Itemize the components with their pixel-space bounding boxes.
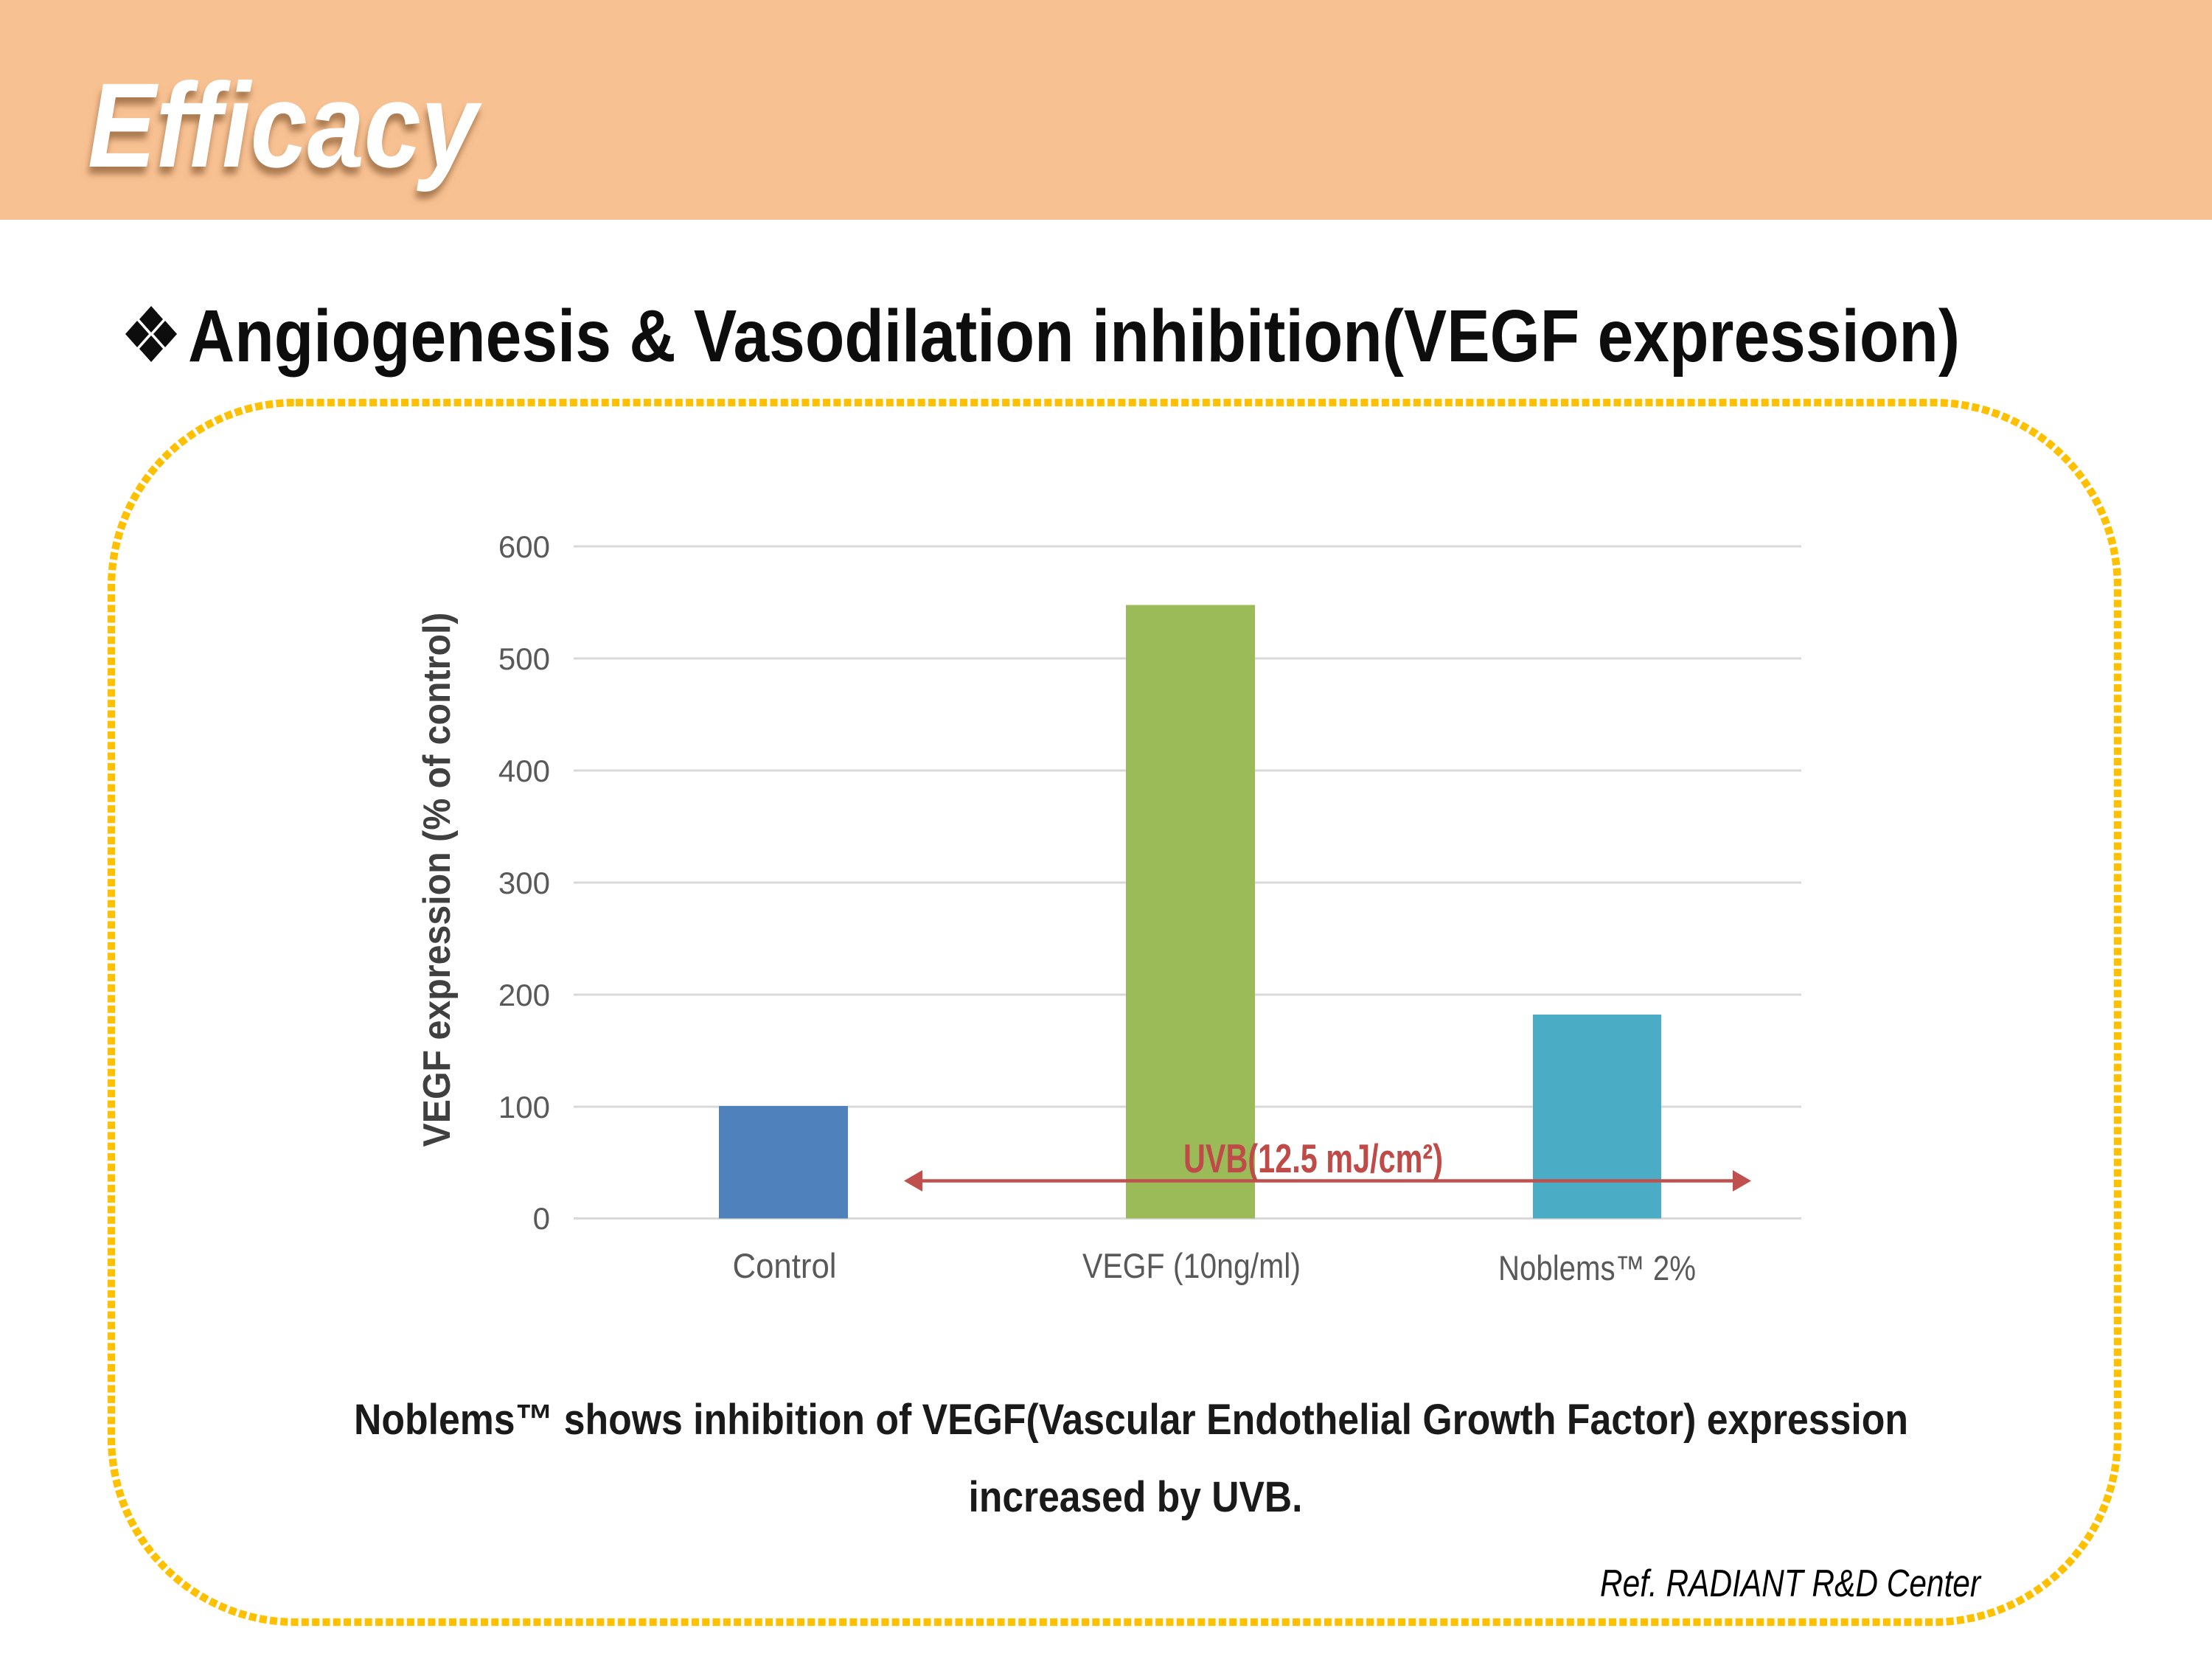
- svg-text:Efficacy: Efficacy: [88, 58, 482, 192]
- svg-text:200: 200: [498, 978, 550, 1012]
- svg-text:400: 400: [498, 754, 550, 788]
- svg-text:VEGF expression (% of control): VEGF expression (% of control): [416, 613, 459, 1147]
- svg-text:UVB(12.5 mJ/cm²): UVB(12.5 mJ/cm²): [1183, 1135, 1443, 1181]
- svg-text:100: 100: [498, 1090, 550, 1124]
- svg-text:Ref. RADIANT R&D Center: Ref. RADIANT R&D Center: [1600, 1562, 1982, 1605]
- svg-text:0: 0: [533, 1201, 550, 1236]
- svg-text:increased by UVB.: increased by UVB.: [969, 1473, 1303, 1521]
- svg-text:300: 300: [498, 866, 550, 900]
- svg-text:Angiogenesis & Vasodilation in: Angiogenesis & Vasodilation inhibition(V…: [188, 295, 1960, 378]
- svg-text:600: 600: [498, 529, 550, 564]
- svg-text:Control: Control: [733, 1246, 837, 1285]
- svg-text:Noblems™ shows inhibition of V: Noblems™ shows inhibition of VEGF(Vascul…: [354, 1396, 1908, 1444]
- svg-text:500: 500: [498, 641, 550, 676]
- svg-text:Noblems™ 2%: Noblems™ 2%: [1498, 1248, 1696, 1287]
- svg-text:VEGF (10ng/ml): VEGF (10ng/ml): [1082, 1246, 1301, 1285]
